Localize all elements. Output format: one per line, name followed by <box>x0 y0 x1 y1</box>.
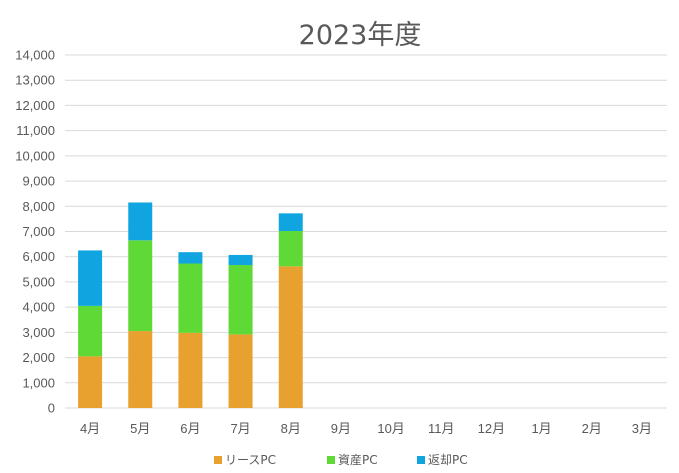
y-tick-label: 10,000 <box>15 148 55 163</box>
gridlines <box>65 54 667 409</box>
x-tick-label: 9月 <box>331 421 351 436</box>
y-tick-label: 2,000 <box>22 350 55 365</box>
x-tick-label: 12月 <box>478 421 505 436</box>
chart-title: 2023年度 <box>299 20 422 51</box>
x-tick-label: 8月 <box>281 421 301 436</box>
y-tick-label: 3,000 <box>22 325 55 340</box>
y-tick-label: 8,000 <box>22 199 55 214</box>
y-tick-label: 14,000 <box>15 48 55 63</box>
y-tick-label: 9,000 <box>22 174 55 189</box>
y-axis-ticks: 0 1,000 2,000 3,000 4,000 5,000 6,000 7,000 8,00… <box>15 48 55 416</box>
x-tick-label: 5月 <box>130 421 150 436</box>
x-tick-label: 2月 <box>582 421 602 436</box>
legend: リースPC 資産PC 返却PC <box>214 452 468 467</box>
bar-segment <box>228 334 253 408</box>
bar-segment <box>278 266 303 408</box>
y-tick-label: 7,000 <box>22 224 55 239</box>
bars <box>78 202 303 408</box>
legend-swatch <box>327 456 335 464</box>
y-tick-label: 5,000 <box>22 274 55 289</box>
y-tick-label: 6,000 <box>22 249 55 264</box>
y-tick-label: 13,000 <box>15 73 55 88</box>
legend-swatch <box>214 456 222 464</box>
legend-label: リースPC <box>225 453 276 467</box>
x-tick-label: 4月 <box>80 421 100 436</box>
legend-swatch <box>417 456 425 464</box>
bar-segment <box>178 263 203 333</box>
y-tick-label: 11,000 <box>16 123 55 138</box>
x-tick-label: 11月 <box>428 421 455 436</box>
bar-segment <box>278 213 303 231</box>
bar-segment <box>228 265 253 335</box>
bar-segment <box>178 252 203 264</box>
x-tick-label: 1月 <box>531 421 551 436</box>
bar-segment <box>128 331 153 408</box>
bar-segment <box>278 231 303 267</box>
y-tick-label: 1,000 <box>22 375 55 390</box>
bar-segment <box>128 202 153 241</box>
bar-segment <box>78 356 103 408</box>
bar-segment <box>128 240 153 332</box>
y-tick-label: 12,000 <box>15 98 55 113</box>
bar-segment <box>178 332 203 408</box>
x-tick-label: 6月 <box>180 421 200 436</box>
x-tick-label: 10月 <box>377 421 404 436</box>
legend-label: 返却PC <box>428 453 468 467</box>
legend-label: 資産PC <box>338 452 378 467</box>
y-tick-label: 0 <box>48 401 55 416</box>
bar-segment <box>228 254 253 266</box>
bar-segment <box>78 305 103 357</box>
y-tick-label: 4,000 <box>22 300 55 315</box>
bar-segment <box>78 250 103 306</box>
x-axis-ticks: 4月 5月 6月 7月 8月 9月 10月 11月 12月 1月 2月 3月 <box>80 421 652 436</box>
x-tick-label: 7月 <box>230 421 250 436</box>
x-tick-label: 3月 <box>632 421 652 436</box>
